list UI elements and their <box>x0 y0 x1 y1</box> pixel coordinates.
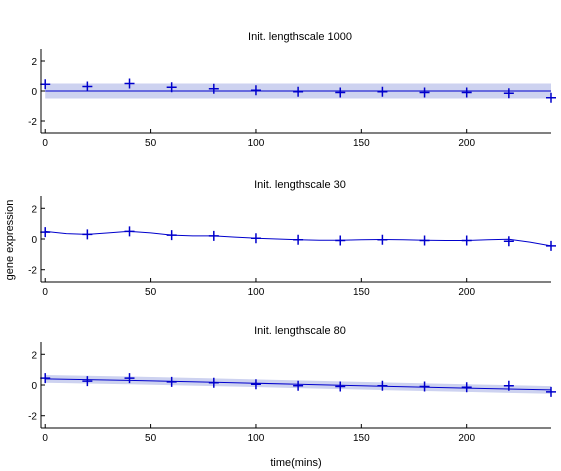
y-tick-label: 2 <box>31 57 37 68</box>
data-point-marker <box>461 235 472 246</box>
x-tick-label: 0 <box>42 138 48 149</box>
data-point-marker <box>377 86 388 97</box>
data-point-marker <box>208 83 219 94</box>
x-tick-label: 200 <box>458 287 475 298</box>
data-point-marker <box>419 87 430 98</box>
x-tick-label: 150 <box>353 433 370 444</box>
x-tick-label: 100 <box>248 138 265 149</box>
data-point-marker <box>124 78 135 89</box>
x-tick-label: 150 <box>353 287 370 298</box>
data-point-marker <box>293 86 304 97</box>
data-point-marker <box>166 230 177 241</box>
chart-title: Init. lengthscale 80 <box>254 325 346 337</box>
x-tick-label: 100 <box>248 287 265 298</box>
data-point-marker <box>377 380 388 391</box>
x-tick-label: 0 <box>42 433 48 444</box>
data-point-marker <box>546 240 556 251</box>
data-point-marker <box>124 226 135 237</box>
data-point-marker <box>166 376 177 387</box>
data-point-marker <box>82 81 93 92</box>
y-tick-label: -2 <box>28 412 37 423</box>
x-tick-label: 50 <box>145 138 157 149</box>
data-point-marker <box>250 233 261 244</box>
data-point-marker <box>250 85 261 96</box>
data-point-marker <box>546 386 556 397</box>
data-point-marker <box>335 381 346 392</box>
data-point-marker <box>40 79 51 90</box>
data-point-marker <box>250 379 261 390</box>
data-point-marker <box>503 380 514 391</box>
x-tick-label: 100 <box>248 433 265 444</box>
y-tick-label: -2 <box>28 266 37 277</box>
chart-panel-3: -2 0 2 0 50 100 150 200 Init. lengthscale 80 <box>28 325 556 444</box>
y-tick-label: 2 <box>31 350 37 361</box>
data-point-marker <box>503 88 514 99</box>
x-tick-label: 50 <box>145 287 157 298</box>
x-tick-label: 200 <box>458 138 475 149</box>
data-point-marker <box>293 234 304 245</box>
data-point-marker <box>40 227 51 238</box>
data-point-marker <box>166 82 177 93</box>
data-point-marker <box>208 377 219 388</box>
x-axis-label: time(mins) <box>270 457 321 469</box>
chart-title: Init. lengthscale 1000 <box>248 31 352 43</box>
x-tick-label: 150 <box>353 138 370 149</box>
x-tick-label: 200 <box>458 433 475 444</box>
chart-title: Init. lengthscale 30 <box>254 179 346 191</box>
data-point-marker <box>40 373 51 384</box>
data-point-marker <box>208 230 219 241</box>
data-point-marker <box>335 87 346 98</box>
y-tick-label: 0 <box>31 87 37 98</box>
chart-panel-2: -2 0 2 0 50 100 150 200 Init. lengthscale 30 <box>28 179 556 298</box>
y-tick-label: 0 <box>31 235 37 246</box>
data-point-marker <box>293 380 304 391</box>
y-axis-label: gene expression <box>4 200 16 281</box>
x-tick-label: 50 <box>145 433 157 444</box>
y-tick-label: -2 <box>28 117 37 128</box>
data-point-marker <box>419 381 430 392</box>
y-tick-label: 0 <box>31 381 37 392</box>
data-point-marker <box>461 87 472 98</box>
data-point-marker <box>82 229 93 240</box>
x-tick-label: 0 <box>42 287 48 298</box>
data-point-marker <box>335 235 346 246</box>
data-point-marker <box>82 376 93 387</box>
y-tick-label: 2 <box>31 204 37 215</box>
chart-panel-1: -2 0 2 0 50 100 150 200 Init. lengthscale 1000 <box>28 31 556 149</box>
data-point-marker <box>503 236 514 247</box>
data-point-marker <box>546 92 556 103</box>
data-point-marker <box>419 235 430 246</box>
data-point-marker <box>377 234 388 245</box>
data-point-marker <box>461 382 472 393</box>
data-point-marker <box>124 373 135 384</box>
